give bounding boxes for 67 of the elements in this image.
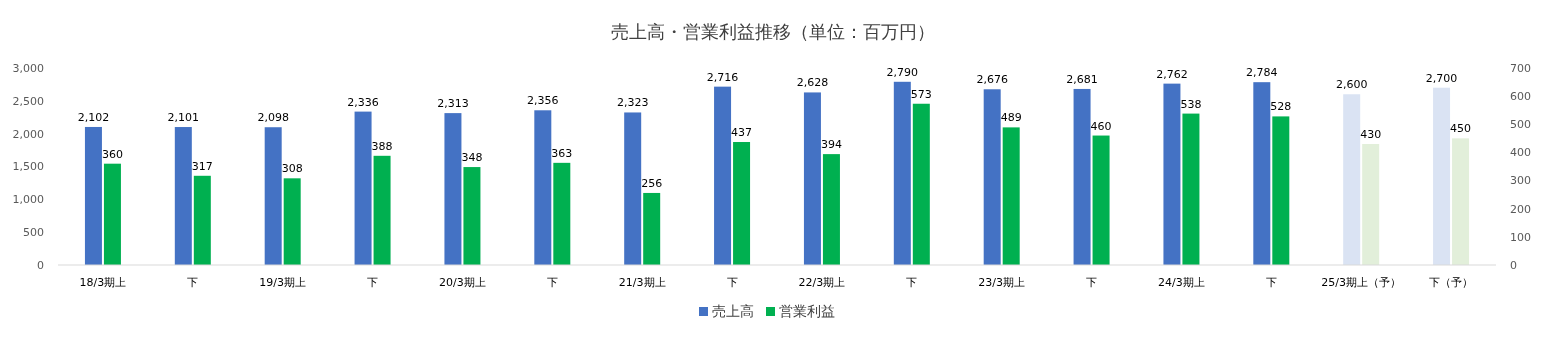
y2-tick-label: 100 bbox=[1510, 230, 1531, 244]
y-tick-label: 3,000 bbox=[12, 61, 44, 75]
x-tick-label: 下 bbox=[546, 276, 558, 289]
data-label: 2,600 bbox=[1335, 78, 1368, 92]
y-tick-label: 2,500 bbox=[12, 94, 44, 108]
data-label: 430 bbox=[1360, 127, 1382, 141]
data-label: 2,676 bbox=[976, 73, 1008, 87]
data-label: 2,784 bbox=[1246, 66, 1278, 80]
data-label: 460 bbox=[1090, 119, 1112, 133]
x-tick-label: 下 bbox=[1086, 276, 1098, 289]
data-label: 2,356 bbox=[527, 94, 559, 108]
legend-label: 売上高 bbox=[712, 303, 754, 319]
y2-tick-label: 200 bbox=[1510, 202, 1531, 216]
data-label: 2,323 bbox=[616, 96, 649, 110]
x-tick-label: 19/3期上 bbox=[259, 276, 307, 289]
data-label: 2,098 bbox=[257, 111, 289, 125]
data-label: 450 bbox=[1450, 122, 1472, 136]
data-label: 348 bbox=[461, 151, 483, 165]
data-label: 2,762 bbox=[1156, 67, 1188, 81]
x-tick-label: 23/3期上 bbox=[978, 276, 1026, 289]
y-tick-label: 1,000 bbox=[12, 193, 44, 207]
data-label: 360 bbox=[101, 147, 123, 161]
y2-tick-label: 700 bbox=[1510, 61, 1531, 75]
y2-tick-label: 600 bbox=[1510, 89, 1531, 103]
x-tick-label: 下 bbox=[187, 276, 199, 289]
data-label: 489 bbox=[1000, 111, 1022, 125]
x-tick-label: 22/3期上 bbox=[798, 276, 846, 289]
y-tick-label: 1,500 bbox=[12, 160, 44, 174]
y-tick-label: 0 bbox=[37, 258, 44, 272]
data-label: 394 bbox=[820, 138, 842, 152]
x-tick-label: 25/3期上（予） bbox=[1321, 276, 1402, 289]
data-label: 256 bbox=[641, 176, 663, 190]
data-label: 363 bbox=[551, 146, 573, 160]
data-label: 2,700 bbox=[1425, 71, 1458, 85]
data-label: 528 bbox=[1270, 100, 1292, 114]
x-tick-label: 下（予） bbox=[1429, 276, 1474, 289]
data-label: 2,628 bbox=[796, 76, 829, 90]
data-label: 2,336 bbox=[347, 95, 379, 109]
y2-tick-label: 400 bbox=[1510, 146, 1531, 160]
data-label: 308 bbox=[281, 162, 303, 176]
data-label: 317 bbox=[191, 159, 213, 173]
x-tick-label: 下 bbox=[906, 276, 918, 289]
x-tick-label: 20/3期上 bbox=[439, 276, 486, 289]
chart-title: 売上高・営業利益推移（単位：百万円） bbox=[610, 21, 935, 42]
data-label: 538 bbox=[1180, 97, 1202, 111]
data-label: 2,102 bbox=[77, 110, 110, 124]
bar bbox=[624, 112, 642, 265]
data-label: 2,716 bbox=[706, 70, 739, 84]
data-label: 2,101 bbox=[167, 111, 200, 125]
x-tick-label: 21/3期上 bbox=[618, 276, 666, 289]
data-label: 2,681 bbox=[1066, 72, 1098, 86]
x-tick-label: 下 bbox=[1265, 276, 1277, 289]
x-tick-label: 24/3期上 bbox=[1158, 276, 1205, 289]
y-tick-label: 500 bbox=[23, 226, 44, 240]
y-tick-label: 2,000 bbox=[12, 127, 44, 141]
data-label: 573 bbox=[910, 87, 932, 101]
data-label: 2,790 bbox=[886, 65, 919, 79]
data-label: 437 bbox=[731, 126, 753, 140]
data-label: 388 bbox=[371, 139, 393, 153]
y2-tick-label: 0 bbox=[1510, 258, 1517, 272]
x-tick-label: 下 bbox=[367, 276, 379, 289]
data-label: 2,313 bbox=[437, 97, 469, 111]
y2-tick-label: 500 bbox=[1510, 118, 1531, 132]
x-tick-label: 下 bbox=[726, 276, 738, 289]
legend-label: 営業利益 bbox=[779, 303, 835, 319]
y2-tick-label: 300 bbox=[1510, 174, 1531, 188]
x-tick-label: 18/3期上 bbox=[79, 276, 127, 289]
